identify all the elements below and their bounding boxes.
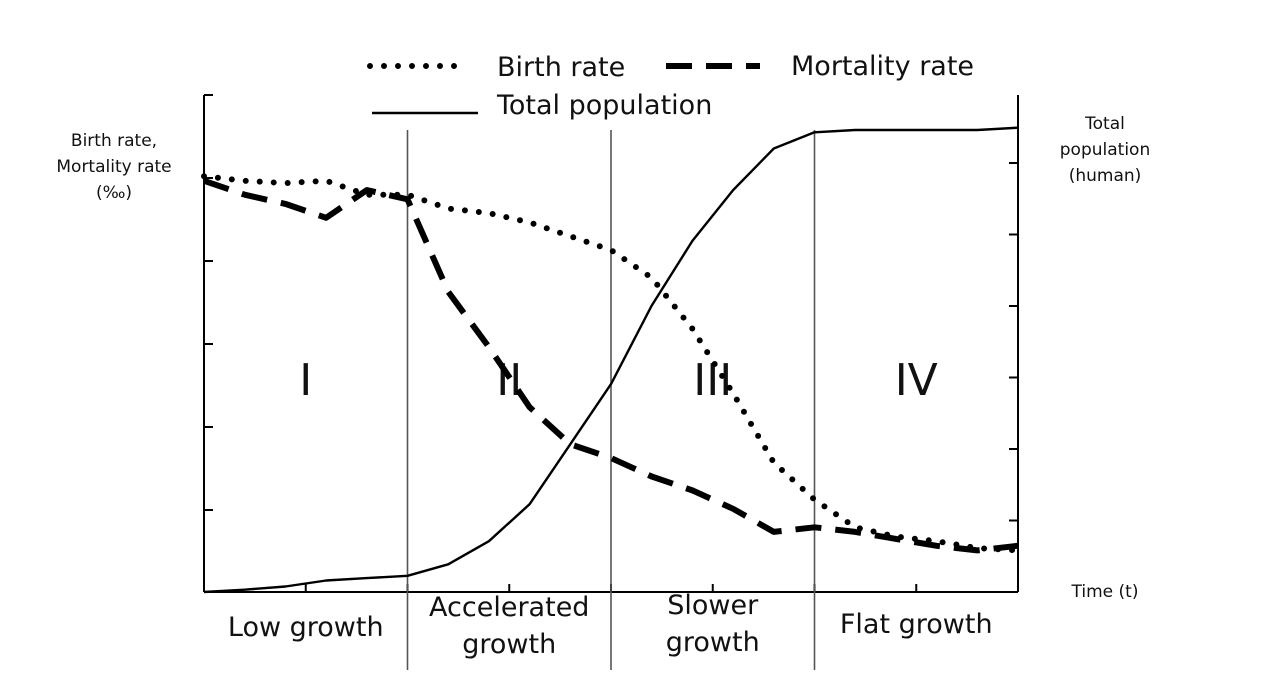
- x-axis-label: Time (t): [1071, 582, 1139, 602]
- series-line-birth-rate: [201, 173, 1021, 554]
- stage-numeral: I: [299, 355, 312, 406]
- stage-label: Slower growth: [666, 590, 760, 658]
- stage-label: Low growth: [228, 612, 384, 643]
- right-axis-label: Total population (human): [1060, 114, 1150, 186]
- legend-label: Birth rate: [497, 52, 625, 83]
- series-line-mortality-rate: [203, 177, 1019, 554]
- stage-label: Accelerated growth: [429, 592, 589, 660]
- stage-label: Flat growth: [840, 609, 993, 640]
- left-axis-label: Birth rate, Mortality rate (‰): [56, 131, 171, 203]
- stage-numeral: IV: [895, 355, 938, 406]
- legend-label: Total population: [496, 90, 712, 121]
- series-line-total-population: [203, 126, 1019, 594]
- legend-label: Mortality rate: [791, 51, 974, 82]
